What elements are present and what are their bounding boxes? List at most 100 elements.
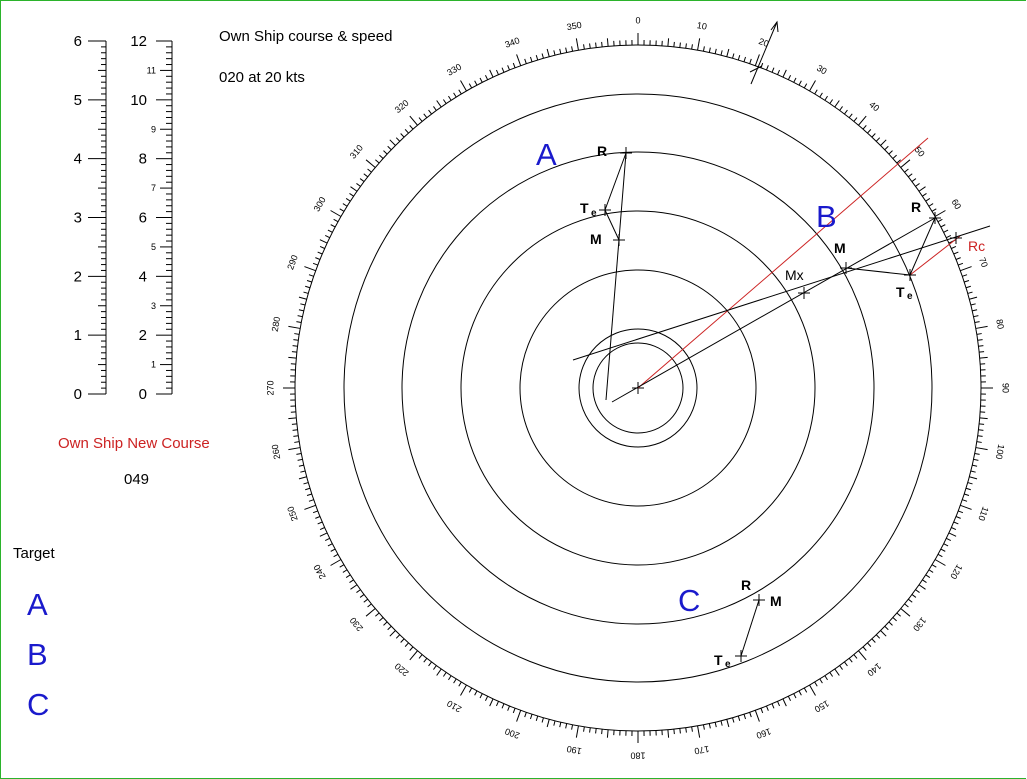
bearing-tick — [760, 708, 764, 714]
bearing-tick — [565, 723, 568, 729]
right-scale-label: 2 — [139, 327, 147, 344]
bearing-tick — [606, 729, 609, 738]
bearing-tick — [691, 44, 693, 50]
bearing-tick — [782, 698, 787, 707]
bearing-tick — [858, 650, 867, 661]
own-ship-course-speed: 020 at 20 kts — [219, 69, 305, 86]
bearing-label: 160 — [755, 726, 773, 741]
bearing-tick — [468, 83, 473, 89]
target-c-side — [740, 599, 760, 657]
bearing-tick — [814, 681, 818, 687]
bearing-tick — [489, 698, 494, 707]
bearing-tick — [708, 723, 711, 729]
bearing-tick — [951, 245, 957, 249]
bearing-tick — [330, 559, 342, 566]
bearing-tick — [409, 650, 418, 661]
bearing-tick — [297, 458, 303, 461]
bearing-label: 210 — [445, 698, 463, 714]
target-b-side — [909, 217, 936, 276]
target-item-b[interactable]: B — [27, 637, 48, 672]
bearing-tick — [345, 574, 351, 578]
bearing-tick — [507, 705, 510, 711]
bearing-tick — [589, 727, 591, 733]
bearing-tick — [896, 159, 901, 164]
left-scale-label: 5 — [74, 92, 82, 109]
bearing-tick — [771, 703, 775, 709]
bearing-tick — [702, 724, 705, 730]
bearing-label: 100 — [994, 444, 1006, 461]
bearing-tick — [691, 726, 693, 732]
bearing-tick — [962, 274, 968, 277]
bearing-tick — [601, 41, 603, 47]
bearing-tick — [383, 150, 388, 155]
target-item-c[interactable]: C — [27, 687, 50, 722]
left-scale-label: 0 — [74, 386, 82, 403]
target-a-r-label: R — [597, 143, 607, 159]
bearing-tick — [973, 315, 979, 318]
bearing-tick — [330, 224, 336, 228]
new-course-line — [637, 137, 929, 389]
bearing-tick — [978, 429, 984, 431]
bearing-tick — [559, 722, 562, 728]
right-scale-label: 8 — [139, 151, 147, 168]
bearing-tick — [953, 251, 959, 255]
bearing-tick — [484, 75, 489, 80]
bearing-tick — [679, 728, 681, 734]
target-item-a[interactable]: A — [27, 587, 48, 622]
bearing-tick — [979, 356, 988, 359]
bearing-tick — [342, 203, 348, 207]
bearing-tick — [565, 47, 568, 53]
target-c-te-label: T — [714, 652, 723, 668]
bearing-tick — [925, 198, 931, 202]
bearing-tick — [928, 569, 934, 573]
bearing-tick — [298, 296, 307, 300]
bearing-tick — [946, 537, 951, 542]
bearing-tick — [871, 133, 876, 138]
bearing-label: 170 — [694, 744, 711, 756]
bearing-tick — [934, 210, 946, 217]
bearing-tick — [330, 548, 336, 552]
bearing-tick — [442, 672, 447, 677]
bearing-tick — [904, 168, 909, 173]
bearing-tick — [819, 678, 823, 684]
bearing-tick — [489, 69, 494, 78]
bearing-tick — [458, 89, 462, 95]
bearing-tick — [418, 654, 423, 659]
new-course-value: 049 — [124, 471, 150, 488]
target-b-rc-label: Rc — [968, 238, 985, 254]
bearing-tick — [375, 159, 380, 164]
bearing-tick — [888, 150, 893, 155]
bearing-tick — [673, 41, 675, 47]
right-scale-minor-label: 9 — [151, 124, 156, 134]
bearing-tick — [972, 464, 978, 467]
target-b-track-2 — [611, 217, 936, 403]
bearing-tick — [862, 646, 867, 651]
bearing-label: 10 — [696, 20, 708, 32]
bearing-tick — [356, 589, 361, 593]
bearing-tick — [962, 499, 968, 502]
left-scale-label: 4 — [74, 151, 82, 168]
bearing-tick — [553, 50, 556, 56]
bearing-tick — [296, 321, 302, 324]
bearing-tick — [839, 665, 843, 670]
target-c-r-label: R — [741, 577, 751, 593]
bearing-tick — [300, 303, 306, 306]
bearing-tick — [974, 321, 980, 324]
bearing-tick — [389, 630, 396, 637]
right-scale-label: 10 — [130, 92, 147, 109]
bearing-tick — [315, 516, 321, 519]
bearing-tick — [960, 504, 972, 510]
bearing-tick — [970, 470, 976, 473]
bearing-tick — [829, 672, 834, 677]
bearing-tick — [867, 642, 872, 647]
bearing-tick — [433, 106, 437, 111]
bearing-tick — [697, 38, 701, 51]
bearing-tick — [297, 315, 303, 318]
bearing-tick — [453, 678, 457, 684]
bearing-tick — [977, 435, 983, 437]
bearing-tick — [442, 99, 447, 104]
bearing-tick — [359, 178, 365, 182]
bearing-tick — [294, 333, 300, 335]
bearing-tick — [553, 720, 556, 726]
